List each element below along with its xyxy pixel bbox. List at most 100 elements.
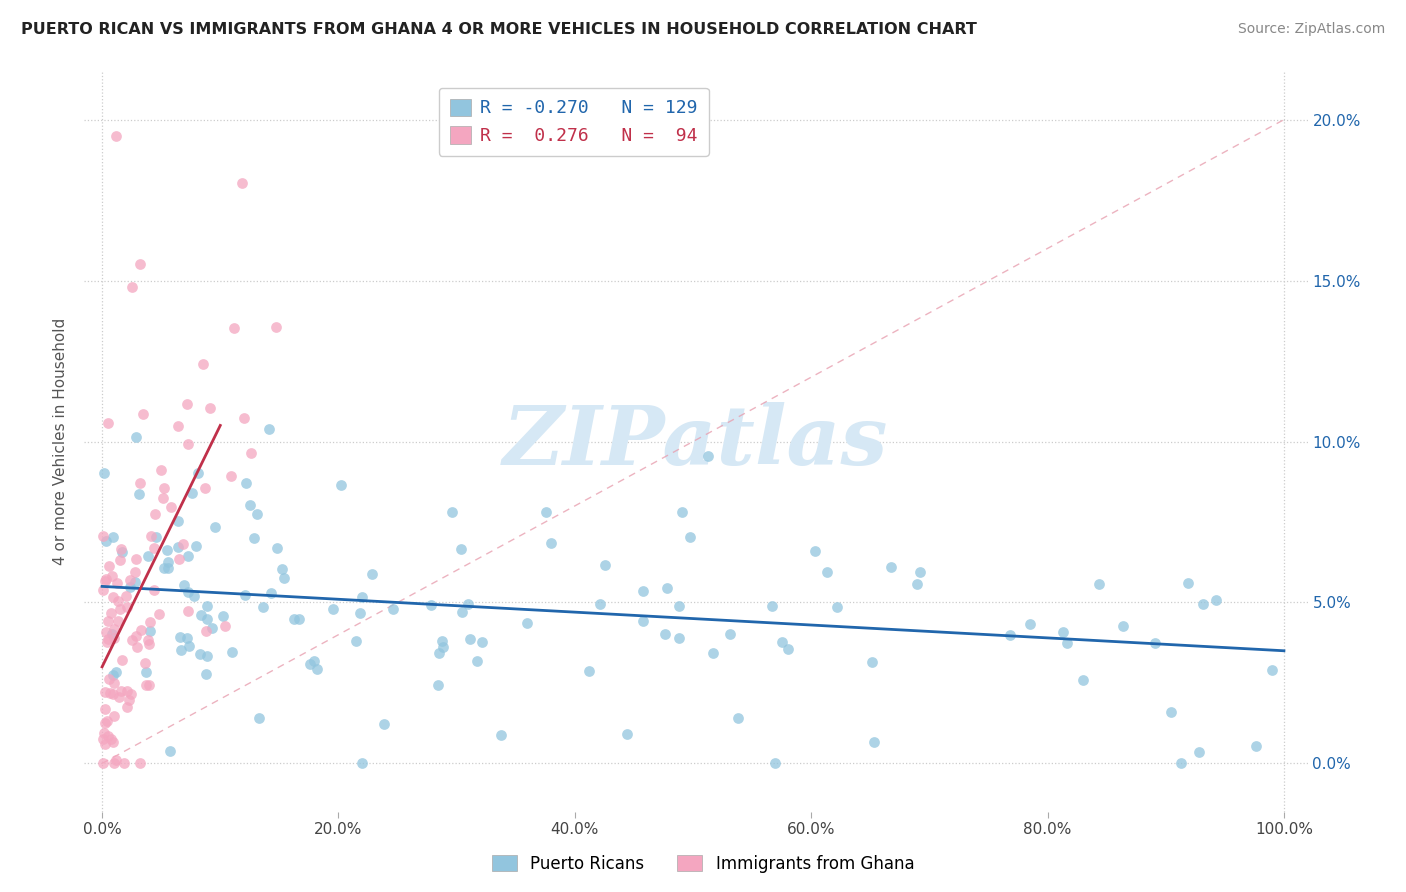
Point — [427, 678, 450, 692]
Point — [94, 534, 117, 549]
Point — [136, 549, 159, 563]
Point — [373, 716, 395, 731]
Point — [103, 631, 125, 645]
Point — [120, 687, 142, 701]
Point — [128, 487, 150, 501]
Point — [94, 737, 117, 751]
Point — [110, 602, 132, 616]
Point — [1188, 745, 1211, 759]
Point — [427, 646, 450, 660]
Point — [350, 590, 373, 604]
Point — [100, 731, 122, 746]
Point — [1246, 739, 1268, 753]
Point — [190, 607, 212, 622]
Point — [179, 640, 201, 654]
Point — [97, 614, 120, 628]
Point — [718, 627, 741, 641]
Point — [177, 604, 200, 618]
Point — [110, 541, 132, 556]
Point — [1019, 616, 1042, 631]
Point — [93, 685, 115, 699]
Point — [169, 630, 191, 644]
Point — [143, 507, 166, 521]
Point — [111, 652, 134, 666]
Point — [195, 667, 218, 681]
Point — [302, 655, 325, 669]
Point — [419, 598, 441, 612]
Point — [198, 401, 221, 416]
Point — [125, 629, 148, 643]
Point — [432, 640, 454, 655]
Point — [129, 476, 152, 491]
Point — [655, 581, 678, 595]
Point — [460, 632, 482, 647]
Point — [1192, 597, 1215, 611]
Point — [128, 756, 150, 771]
Point — [1056, 636, 1078, 650]
Point — [153, 481, 176, 495]
Point — [105, 575, 128, 590]
Point — [166, 514, 188, 528]
Point — [167, 551, 190, 566]
Point — [150, 463, 173, 477]
Point — [219, 468, 242, 483]
Point — [156, 561, 179, 575]
Point — [103, 687, 125, 701]
Point — [195, 599, 218, 613]
Point — [139, 624, 162, 638]
Point — [107, 615, 129, 629]
Point — [450, 542, 472, 557]
Point — [167, 540, 190, 554]
Point — [132, 407, 155, 421]
Point — [136, 632, 159, 647]
Point — [815, 565, 838, 579]
Point — [125, 430, 148, 444]
Point — [221, 645, 243, 659]
Point — [93, 466, 115, 480]
Point — [97, 632, 120, 647]
Point — [91, 529, 114, 543]
Point — [998, 627, 1021, 641]
Point — [204, 520, 226, 534]
Point — [778, 641, 800, 656]
Point — [578, 664, 600, 678]
Point — [138, 637, 160, 651]
Point — [115, 700, 138, 714]
Point — [243, 531, 266, 545]
Point — [633, 583, 655, 598]
Point — [125, 640, 148, 654]
Point — [172, 537, 194, 551]
Point — [264, 320, 287, 334]
Point — [1177, 576, 1199, 591]
Point — [98, 686, 121, 700]
Point — [96, 572, 118, 586]
Point — [239, 498, 262, 512]
Point — [288, 612, 311, 626]
Point — [108, 553, 131, 567]
Point — [125, 551, 148, 566]
Point — [177, 436, 200, 450]
Point — [101, 668, 124, 682]
Text: ZIPatlas: ZIPatlas — [503, 401, 889, 482]
Point — [141, 529, 163, 543]
Point — [183, 589, 205, 603]
Point — [104, 665, 127, 679]
Point — [115, 589, 138, 603]
Point — [260, 586, 283, 600]
Point — [93, 726, 115, 740]
Point — [145, 530, 167, 544]
Point — [94, 625, 117, 640]
Point — [121, 280, 143, 294]
Point — [194, 624, 217, 638]
Point — [152, 491, 174, 506]
Point — [97, 672, 120, 686]
Point — [197, 612, 219, 626]
Point — [201, 621, 224, 635]
Point — [157, 556, 180, 570]
Point — [173, 578, 195, 592]
Point — [862, 735, 884, 749]
Point — [115, 683, 138, 698]
Point — [101, 569, 124, 583]
Point — [451, 605, 474, 619]
Point — [153, 560, 176, 574]
